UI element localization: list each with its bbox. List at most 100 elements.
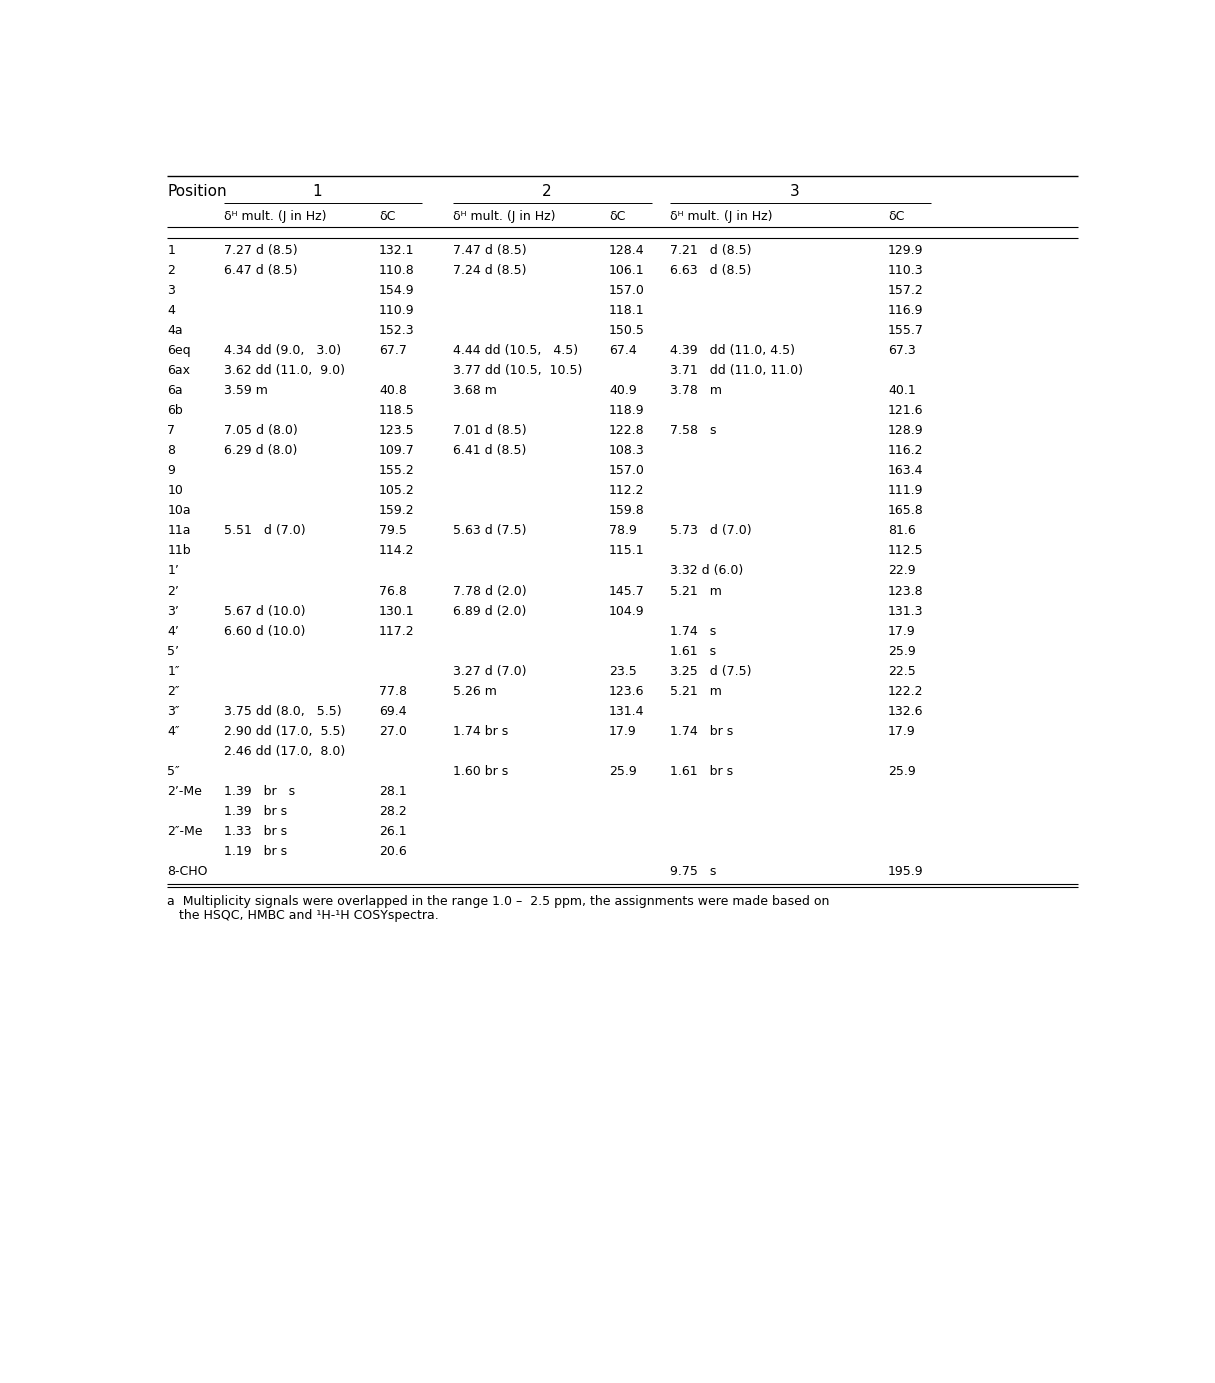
Text: 4″: 4″ — [168, 725, 180, 737]
Text: 105.2: 105.2 — [379, 484, 414, 498]
Text: 116.2: 116.2 — [888, 444, 923, 458]
Text: 5.73   d (7.0): 5.73 d (7.0) — [669, 524, 751, 538]
Text: 7.01 d (8.5): 7.01 d (8.5) — [452, 425, 526, 437]
Text: 7.47 d (8.5): 7.47 d (8.5) — [452, 245, 526, 257]
Text: 2.46 dd (17.0,  8.0): 2.46 dd (17.0, 8.0) — [224, 744, 345, 758]
Text: 145.7: 145.7 — [609, 585, 645, 597]
Text: 28.1: 28.1 — [379, 784, 407, 798]
Text: 6.89 d (2.0): 6.89 d (2.0) — [452, 604, 526, 618]
Text: 131.3: 131.3 — [888, 604, 923, 618]
Text: 3.32 d (6.0): 3.32 d (6.0) — [669, 564, 742, 578]
Text: 25.9: 25.9 — [609, 765, 637, 777]
Text: 131.4: 131.4 — [609, 704, 645, 718]
Text: 112.2: 112.2 — [609, 484, 645, 498]
Text: 1: 1 — [168, 245, 175, 257]
Text: 6a: 6a — [168, 384, 183, 397]
Text: 7.24 d (8.5): 7.24 d (8.5) — [452, 264, 526, 277]
Text: 116.9: 116.9 — [888, 304, 923, 317]
Text: 157.2: 157.2 — [888, 284, 923, 297]
Text: 20.6: 20.6 — [379, 845, 407, 857]
Text: 155.7: 155.7 — [888, 324, 923, 337]
Text: 123.8: 123.8 — [888, 585, 923, 597]
Text: 67.3: 67.3 — [888, 344, 916, 357]
Text: 27.0: 27.0 — [379, 725, 407, 737]
Text: 4.39   dd (11.0, 4.5): 4.39 dd (11.0, 4.5) — [669, 344, 795, 357]
Text: 3: 3 — [790, 184, 799, 199]
Text: 10a: 10a — [168, 505, 191, 517]
Text: 132.6: 132.6 — [888, 704, 923, 718]
Text: 5’: 5’ — [168, 644, 180, 657]
Text: 28.2: 28.2 — [379, 805, 407, 817]
Text: 81.6: 81.6 — [888, 524, 916, 538]
Text: 3.62 dd (11.0,  9.0): 3.62 dd (11.0, 9.0) — [224, 364, 345, 378]
Text: 3.59 m: 3.59 m — [224, 384, 267, 397]
Text: 109.7: 109.7 — [379, 444, 414, 458]
Text: 3.71   dd (11.0, 11.0): 3.71 dd (11.0, 11.0) — [669, 364, 803, 378]
Text: 157.0: 157.0 — [609, 465, 645, 477]
Text: 6.29 d (8.0): 6.29 d (8.0) — [224, 444, 298, 458]
Text: 123.6: 123.6 — [609, 685, 645, 697]
Text: 110.8: 110.8 — [379, 264, 414, 277]
Text: 79.5: 79.5 — [379, 524, 407, 538]
Text: 8-CHO: 8-CHO — [168, 864, 208, 878]
Text: 132.1: 132.1 — [379, 245, 414, 257]
Text: 6.60 d (10.0): 6.60 d (10.0) — [224, 625, 305, 638]
Text: 4.44 dd (10.5,   4.5): 4.44 dd (10.5, 4.5) — [452, 344, 577, 357]
Text: 6.63   d (8.5): 6.63 d (8.5) — [669, 264, 751, 277]
Text: 110.3: 110.3 — [888, 264, 923, 277]
Text: 3.25   d (7.5): 3.25 d (7.5) — [669, 665, 751, 678]
Text: 2″-Me: 2″-Me — [168, 824, 203, 838]
Text: 6ax: 6ax — [168, 364, 191, 378]
Text: 11b: 11b — [168, 545, 191, 557]
Text: 155.2: 155.2 — [379, 465, 414, 477]
Text: 150.5: 150.5 — [609, 324, 645, 337]
Text: 7.05 d (8.0): 7.05 d (8.0) — [224, 425, 298, 437]
Text: 2″: 2″ — [168, 685, 180, 697]
Text: 25.9: 25.9 — [888, 644, 916, 657]
Text: 40.8: 40.8 — [379, 384, 407, 397]
Text: 22.9: 22.9 — [888, 564, 916, 578]
Text: 6eq: 6eq — [168, 344, 191, 357]
Text: 17.9: 17.9 — [888, 625, 916, 638]
Text: δᴴ mult. (J in Hz): δᴴ mult. (J in Hz) — [224, 210, 327, 223]
Text: 165.8: 165.8 — [888, 505, 923, 517]
Text: 69.4: 69.4 — [379, 704, 407, 718]
Text: 129.9: 129.9 — [888, 245, 923, 257]
Text: 3.78   m: 3.78 m — [669, 384, 722, 397]
Text: 2: 2 — [542, 184, 552, 199]
Text: 1″: 1″ — [168, 665, 180, 678]
Text: 26.1: 26.1 — [379, 824, 407, 838]
Text: 108.3: 108.3 — [609, 444, 645, 458]
Text: 3.27 d (7.0): 3.27 d (7.0) — [452, 665, 526, 678]
Text: 118.5: 118.5 — [379, 404, 414, 418]
Text: 163.4: 163.4 — [888, 465, 923, 477]
Text: 4’: 4’ — [168, 625, 180, 638]
Text: 3.77 dd (10.5,  10.5): 3.77 dd (10.5, 10.5) — [452, 364, 582, 378]
Text: 40.9: 40.9 — [609, 384, 637, 397]
Text: 23.5: 23.5 — [609, 665, 637, 678]
Text: 1.74 br s: 1.74 br s — [452, 725, 508, 737]
Text: 118.1: 118.1 — [609, 304, 645, 317]
Text: 123.5: 123.5 — [379, 425, 414, 437]
Text: 106.1: 106.1 — [609, 264, 645, 277]
Text: 159.8: 159.8 — [609, 505, 645, 517]
Text: 2: 2 — [168, 264, 175, 277]
Text: 67.4: 67.4 — [609, 344, 637, 357]
Text: 3’: 3’ — [168, 604, 180, 618]
Text: 154.9: 154.9 — [379, 284, 414, 297]
Text: δᴴ mult. (J in Hz): δᴴ mult. (J in Hz) — [452, 210, 555, 223]
Text: 4.34 dd (9.0,   3.0): 4.34 dd (9.0, 3.0) — [224, 344, 341, 357]
Text: 1.19   br s: 1.19 br s — [224, 845, 287, 857]
Text: 1.39   br   s: 1.39 br s — [224, 784, 295, 798]
Text: 3: 3 — [168, 284, 175, 297]
Text: 7.78 d (2.0): 7.78 d (2.0) — [452, 585, 526, 597]
Text: 7: 7 — [168, 425, 175, 437]
Text: 1.33   br s: 1.33 br s — [224, 824, 287, 838]
Text: 9.75   s: 9.75 s — [669, 864, 716, 878]
Text: 1.61   br s: 1.61 br s — [669, 765, 733, 777]
Text: 17.9: 17.9 — [609, 725, 637, 737]
Text: 7.27 d (8.5): 7.27 d (8.5) — [224, 245, 298, 257]
Text: 6b: 6b — [168, 404, 183, 418]
Text: 1.61   s: 1.61 s — [669, 644, 716, 657]
Text: 9: 9 — [168, 465, 175, 477]
